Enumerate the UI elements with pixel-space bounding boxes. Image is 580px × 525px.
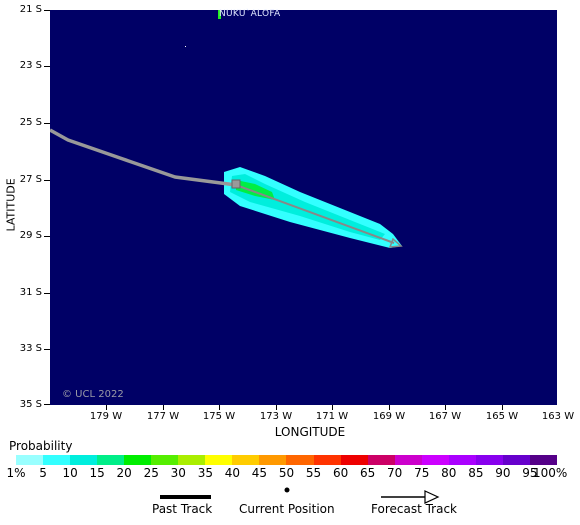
colorbar-segment: [205, 455, 233, 465]
current-position-legend-label: Current Position: [239, 502, 335, 516]
lon-tick-label: 163 W: [541, 411, 575, 422]
forecast-arrowhead: [388, 237, 403, 248]
colorbar-label: 60: [332, 466, 349, 480]
lat-tick-mark: [44, 404, 50, 405]
lon-tick-label: 175 W: [202, 411, 236, 422]
colorbar-segment: [394, 455, 422, 465]
lon-tick-mark: [106, 405, 107, 410]
track-legend-symbols: [160, 487, 440, 504]
past-track-legend-label: Past Track: [152, 502, 213, 516]
colorbar-label: 50: [278, 466, 295, 480]
colorbar-label: 80: [441, 466, 457, 480]
island-dot: [185, 46, 186, 47]
forecast-track: [235, 184, 395, 244]
x-axis-label: LONGITUDE: [274, 425, 346, 439]
lon-tick-label: 167 W: [428, 411, 462, 422]
lat-tick-label: 27 S: [19, 174, 42, 185]
probability-colorbar: [16, 455, 557, 465]
colorbar-label: 75: [414, 466, 430, 480]
colorbar-segment: [313, 455, 341, 465]
lat-tick-label: 35 S: [19, 399, 42, 410]
colorbar-label: 40: [224, 466, 241, 480]
lon-tick-label: 169 W: [372, 411, 406, 422]
colorbar-segment: [16, 455, 44, 465]
forecast-track-legend-label: Forecast Track: [371, 502, 457, 516]
colorbar-label: 55: [305, 466, 322, 480]
lat-tick-mark: [44, 10, 50, 11]
island-marker: [218, 10, 221, 19]
lon-tick-mark: [389, 405, 390, 410]
colorbar-segment: [151, 455, 179, 465]
colorbar-segment: [97, 455, 125, 465]
colorbar-segment: [70, 455, 98, 465]
colorbar-label: 5: [39, 466, 47, 480]
lat-tick-label: 33 S: [19, 343, 42, 354]
lat-tick-label: 23 S: [19, 60, 42, 71]
colorbar-label: 25: [143, 466, 159, 480]
lat-tick-label: 31 S: [19, 287, 42, 298]
colorbar-label: 45: [251, 466, 268, 480]
colorbar-label: 15: [89, 466, 105, 480]
y-axis-label: LATITUDE: [4, 178, 18, 232]
colorbar-label: 1%: [6, 466, 26, 480]
lat-tick-label: 29 S: [19, 230, 42, 241]
lon-tick-mark: [502, 405, 503, 410]
place-label-nukualofa: NUKU`ALOFA: [219, 9, 281, 19]
colorbar-segment: [475, 455, 503, 465]
lat-tick-label: 21 S: [19, 4, 42, 15]
colorbar-label: 65: [360, 466, 376, 480]
colorbar-segment: [259, 455, 287, 465]
colorbar-segment: [529, 455, 557, 465]
lat-tick-mark: [44, 349, 50, 350]
current-position-marker: [231, 179, 241, 189]
colorbar-segment: [124, 455, 152, 465]
colorbar-label: 20: [116, 466, 132, 480]
colorbar-label: 10: [62, 466, 78, 480]
lon-tick-label: 171 W: [315, 411, 349, 422]
lat-tick-mark: [44, 66, 50, 67]
lat-tick-mark: [44, 293, 50, 294]
copyright-credit: © UCL 2022: [62, 389, 124, 400]
lon-tick-mark: [219, 405, 220, 410]
lon-tick-mark: [445, 405, 446, 410]
colorbar-label: 30: [170, 466, 186, 480]
colorbar-label: 70: [387, 466, 403, 480]
map-svg: [49, 10, 403, 248]
lon-tick-label: 179 W: [89, 411, 123, 422]
colorbar-label: 95: [522, 466, 538, 480]
lon-tick-mark: [332, 405, 333, 410]
past-track: [49, 128, 237, 187]
forecast-track-legend-arrowhead: [424, 490, 440, 504]
lat-tick-mark: [44, 236, 50, 237]
colorbar-segment: [232, 455, 260, 465]
colorbar-segment: [448, 455, 476, 465]
colorbar-segment: [178, 455, 206, 465]
lon-tick-mark: [163, 405, 164, 410]
colorbar-segment: [367, 455, 395, 465]
lat-tick-mark: [44, 123, 50, 124]
colorbar-segment: [502, 455, 530, 465]
lat-tick-mark: [44, 180, 50, 181]
colorbar-segment: [286, 455, 314, 465]
lon-tick-mark: [276, 405, 277, 410]
colorbar-segment: [340, 455, 368, 465]
colorbar-label: 35: [197, 466, 213, 480]
colorbar-label: 85: [468, 466, 484, 480]
lon-tick-label: 165 W: [485, 411, 519, 422]
colorbar-label: 100%: [533, 466, 568, 480]
colorbar-segment: [43, 455, 71, 465]
colorbar-segment: [421, 455, 449, 465]
lon-tick-label: 173 W: [259, 411, 293, 422]
probability-legend-title: Probability: [9, 439, 73, 453]
lat-tick-label: 25 S: [19, 117, 42, 128]
current-position-legend-dot: [284, 487, 290, 493]
map-area: [49, 10, 557, 405]
colorbar-label: 90: [495, 466, 511, 480]
lon-tick-label: 177 W: [146, 411, 180, 422]
